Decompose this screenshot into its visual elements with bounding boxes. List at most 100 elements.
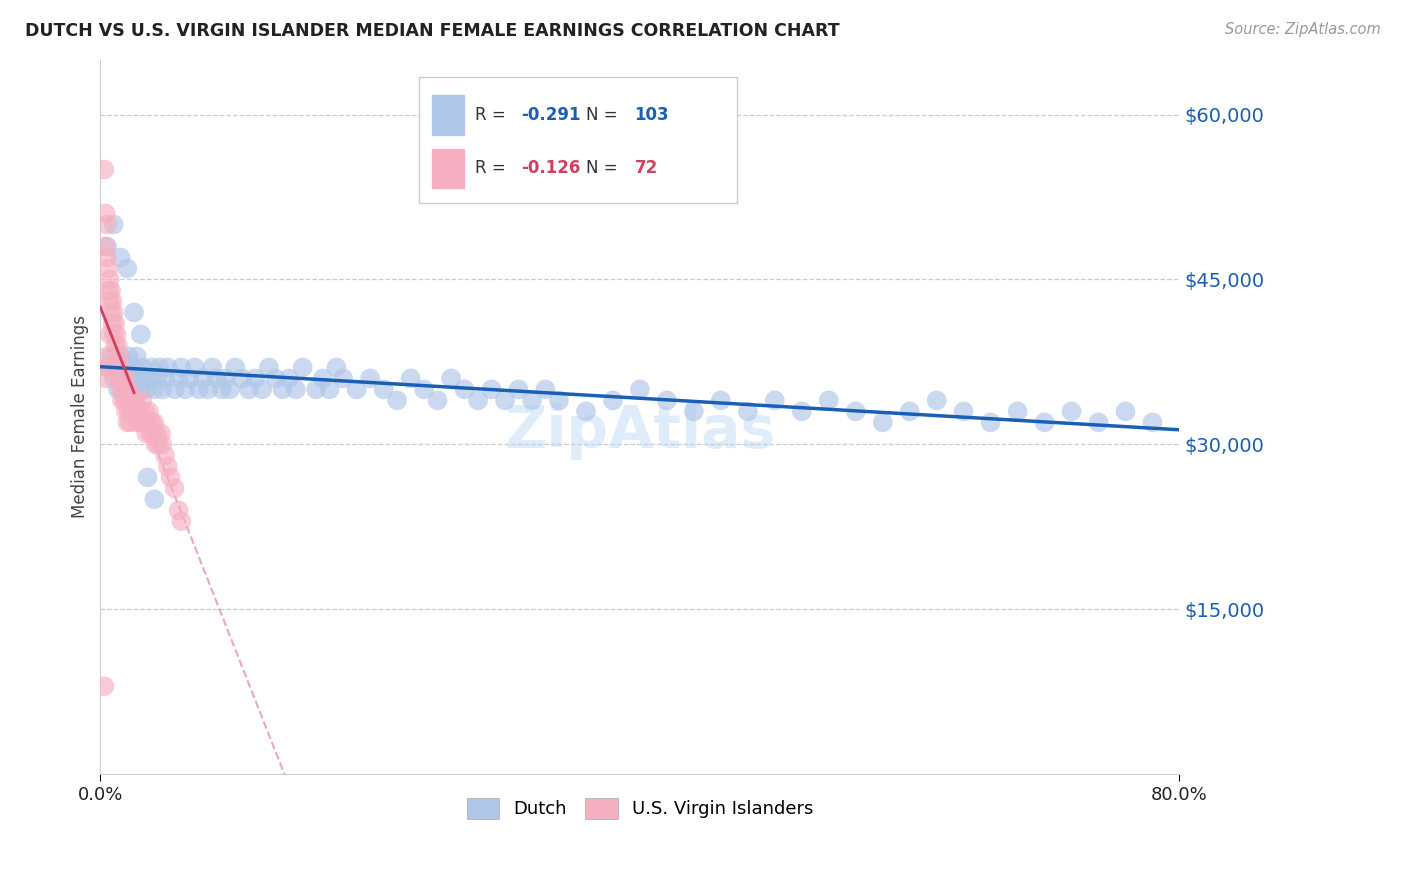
Point: [103, 327, 125, 342]
Point: [127, 371, 149, 385]
Point: [138, 371, 160, 385]
Point: [218, 383, 240, 397]
Point: [142, 426, 165, 441]
Point: [174, 383, 197, 397]
Text: R =: R =: [475, 159, 510, 178]
Legend: Dutch, U.S. Virgin Islanders: Dutch, U.S. Virgin Islanders: [460, 790, 821, 826]
Point: [291, 360, 314, 375]
Point: [143, 415, 166, 429]
Point: [211, 383, 233, 397]
Point: [105, 350, 128, 364]
Point: [1033, 415, 1056, 429]
Point: [124, 393, 146, 408]
Point: [170, 360, 193, 375]
Point: [790, 404, 813, 418]
Point: [197, 383, 219, 397]
Point: [655, 393, 678, 408]
Point: [312, 371, 335, 385]
Point: [97, 261, 120, 276]
Point: [980, 415, 1002, 429]
Point: [108, 371, 131, 385]
Point: [1142, 415, 1164, 429]
Point: [399, 371, 422, 385]
Point: [111, 393, 134, 408]
Point: [170, 514, 193, 528]
Point: [143, 383, 166, 397]
Point: [872, 415, 894, 429]
Point: [156, 459, 179, 474]
Point: [148, 437, 170, 451]
Point: [131, 360, 153, 375]
Point: [710, 393, 733, 408]
Point: [278, 371, 301, 385]
Point: [129, 327, 152, 342]
Point: [117, 383, 139, 397]
Point: [115, 383, 138, 397]
Text: DUTCH VS U.S. VIRGIN ISLANDER MEDIAN FEMALE EARNINGS CORRELATION CHART: DUTCH VS U.S. VIRGIN ISLANDER MEDIAN FEM…: [25, 22, 839, 40]
Point: [115, 404, 138, 418]
Point: [120, 404, 142, 418]
Point: [111, 371, 134, 385]
Point: [94, 239, 117, 253]
Point: [135, 383, 157, 397]
Point: [508, 383, 530, 397]
Point: [118, 350, 141, 364]
Point: [98, 327, 121, 342]
FancyBboxPatch shape: [432, 95, 464, 135]
Point: [1007, 404, 1029, 418]
Point: [167, 503, 190, 517]
Point: [111, 371, 134, 385]
Point: [114, 393, 136, 408]
Point: [152, 437, 174, 451]
Text: -0.126: -0.126: [522, 159, 581, 178]
Point: [122, 305, 145, 319]
Point: [114, 360, 136, 375]
Point: [104, 317, 127, 331]
Point: [94, 206, 117, 220]
Point: [231, 371, 253, 385]
Point: [117, 415, 139, 429]
Point: [153, 448, 176, 462]
Point: [264, 371, 287, 385]
Point: [146, 371, 169, 385]
Point: [101, 294, 124, 309]
Point: [118, 415, 141, 429]
Point: [385, 393, 408, 408]
Point: [134, 404, 156, 418]
Point: [215, 371, 238, 385]
Point: [131, 393, 153, 408]
Point: [305, 383, 328, 397]
Point: [105, 360, 128, 375]
Point: [898, 404, 921, 418]
Point: [156, 360, 179, 375]
Point: [150, 426, 173, 441]
Text: N =: N =: [586, 159, 623, 178]
Point: [110, 350, 132, 364]
Point: [125, 350, 148, 364]
Y-axis label: Median Female Earnings: Median Female Earnings: [72, 316, 89, 518]
Point: [413, 383, 436, 397]
Point: [103, 218, 125, 232]
Point: [184, 360, 207, 375]
Point: [136, 470, 159, 484]
Point: [136, 415, 159, 429]
Text: 72: 72: [634, 159, 658, 178]
Point: [628, 383, 651, 397]
Point: [98, 272, 121, 286]
Point: [107, 383, 129, 397]
Point: [100, 305, 122, 319]
Point: [96, 360, 118, 375]
Point: [139, 426, 162, 441]
Text: 103: 103: [634, 106, 669, 124]
Point: [426, 393, 449, 408]
FancyBboxPatch shape: [419, 78, 737, 202]
Point: [163, 383, 186, 397]
Point: [103, 305, 125, 319]
Point: [737, 404, 759, 418]
Point: [141, 415, 163, 429]
Point: [245, 371, 267, 385]
Point: [128, 415, 150, 429]
Point: [152, 383, 174, 397]
Point: [683, 404, 706, 418]
Point: [817, 393, 839, 408]
